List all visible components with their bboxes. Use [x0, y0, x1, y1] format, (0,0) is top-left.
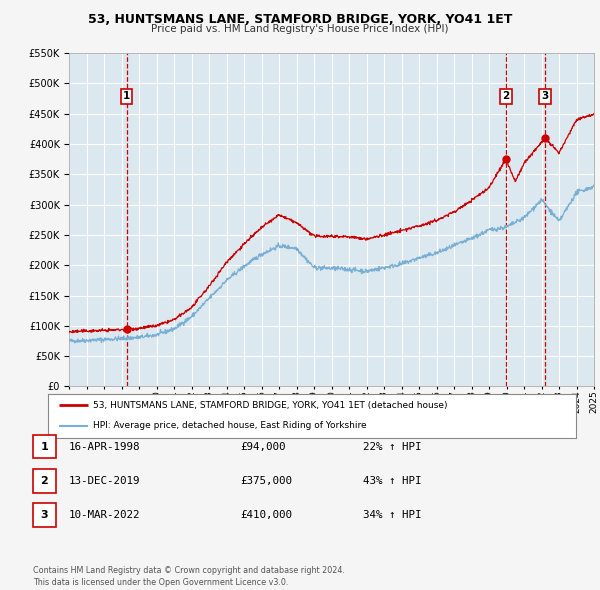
- Text: 1: 1: [41, 442, 48, 451]
- Text: £375,000: £375,000: [240, 476, 292, 486]
- Text: 53, HUNTSMANS LANE, STAMFORD BRIDGE, YORK, YO41 1ET (detached house): 53, HUNTSMANS LANE, STAMFORD BRIDGE, YOR…: [93, 401, 448, 410]
- Text: 2: 2: [41, 476, 48, 486]
- Text: 22% ↑ HPI: 22% ↑ HPI: [363, 442, 421, 451]
- Text: 53, HUNTSMANS LANE, STAMFORD BRIDGE, YORK, YO41 1ET: 53, HUNTSMANS LANE, STAMFORD BRIDGE, YOR…: [88, 13, 512, 26]
- Text: HPI: Average price, detached house, East Riding of Yorkshire: HPI: Average price, detached house, East…: [93, 421, 367, 430]
- Text: 2: 2: [502, 91, 509, 101]
- Text: Price paid vs. HM Land Registry's House Price Index (HPI): Price paid vs. HM Land Registry's House …: [151, 24, 449, 34]
- Text: 43% ↑ HPI: 43% ↑ HPI: [363, 476, 421, 486]
- Text: 16-APR-1998: 16-APR-1998: [69, 442, 140, 451]
- Text: 3: 3: [41, 510, 48, 520]
- Text: 1: 1: [123, 91, 130, 101]
- Text: 13-DEC-2019: 13-DEC-2019: [69, 476, 140, 486]
- Text: 34% ↑ HPI: 34% ↑ HPI: [363, 510, 421, 520]
- Text: 10-MAR-2022: 10-MAR-2022: [69, 510, 140, 520]
- Text: £94,000: £94,000: [240, 442, 286, 451]
- Text: Contains HM Land Registry data © Crown copyright and database right 2024.
This d: Contains HM Land Registry data © Crown c…: [33, 566, 345, 587]
- Text: 3: 3: [541, 91, 548, 101]
- Text: £410,000: £410,000: [240, 510, 292, 520]
